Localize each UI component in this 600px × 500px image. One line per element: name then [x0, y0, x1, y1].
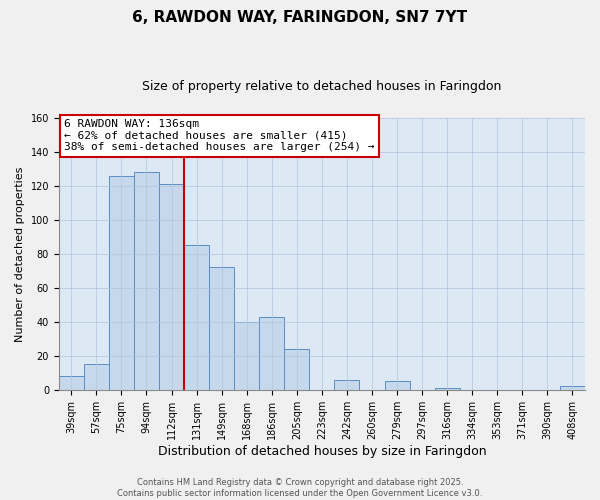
Bar [259, 316, 284, 390]
Title: Size of property relative to detached houses in Faringdon: Size of property relative to detached ho… [142, 80, 502, 93]
Bar [184, 246, 209, 390]
Text: 6, RAWDON WAY, FARINGDON, SN7 7YT: 6, RAWDON WAY, FARINGDON, SN7 7YT [133, 10, 467, 25]
Bar [334, 380, 359, 390]
Y-axis label: Number of detached properties: Number of detached properties [15, 166, 25, 342]
Text: 6 RAWDON WAY: 136sqm
← 62% of detached houses are smaller (415)
38% of semi-deta: 6 RAWDON WAY: 136sqm ← 62% of detached h… [64, 119, 374, 152]
Bar [84, 364, 109, 390]
Bar [560, 386, 585, 390]
Text: Contains HM Land Registry data © Crown copyright and database right 2025.
Contai: Contains HM Land Registry data © Crown c… [118, 478, 482, 498]
Bar [59, 376, 84, 390]
Bar [209, 268, 234, 390]
X-axis label: Distribution of detached houses by size in Faringdon: Distribution of detached houses by size … [158, 444, 486, 458]
Bar [134, 172, 159, 390]
Bar [159, 184, 184, 390]
Bar [284, 349, 310, 390]
Bar [385, 382, 410, 390]
Bar [434, 388, 460, 390]
Bar [109, 176, 134, 390]
Bar [234, 322, 259, 390]
